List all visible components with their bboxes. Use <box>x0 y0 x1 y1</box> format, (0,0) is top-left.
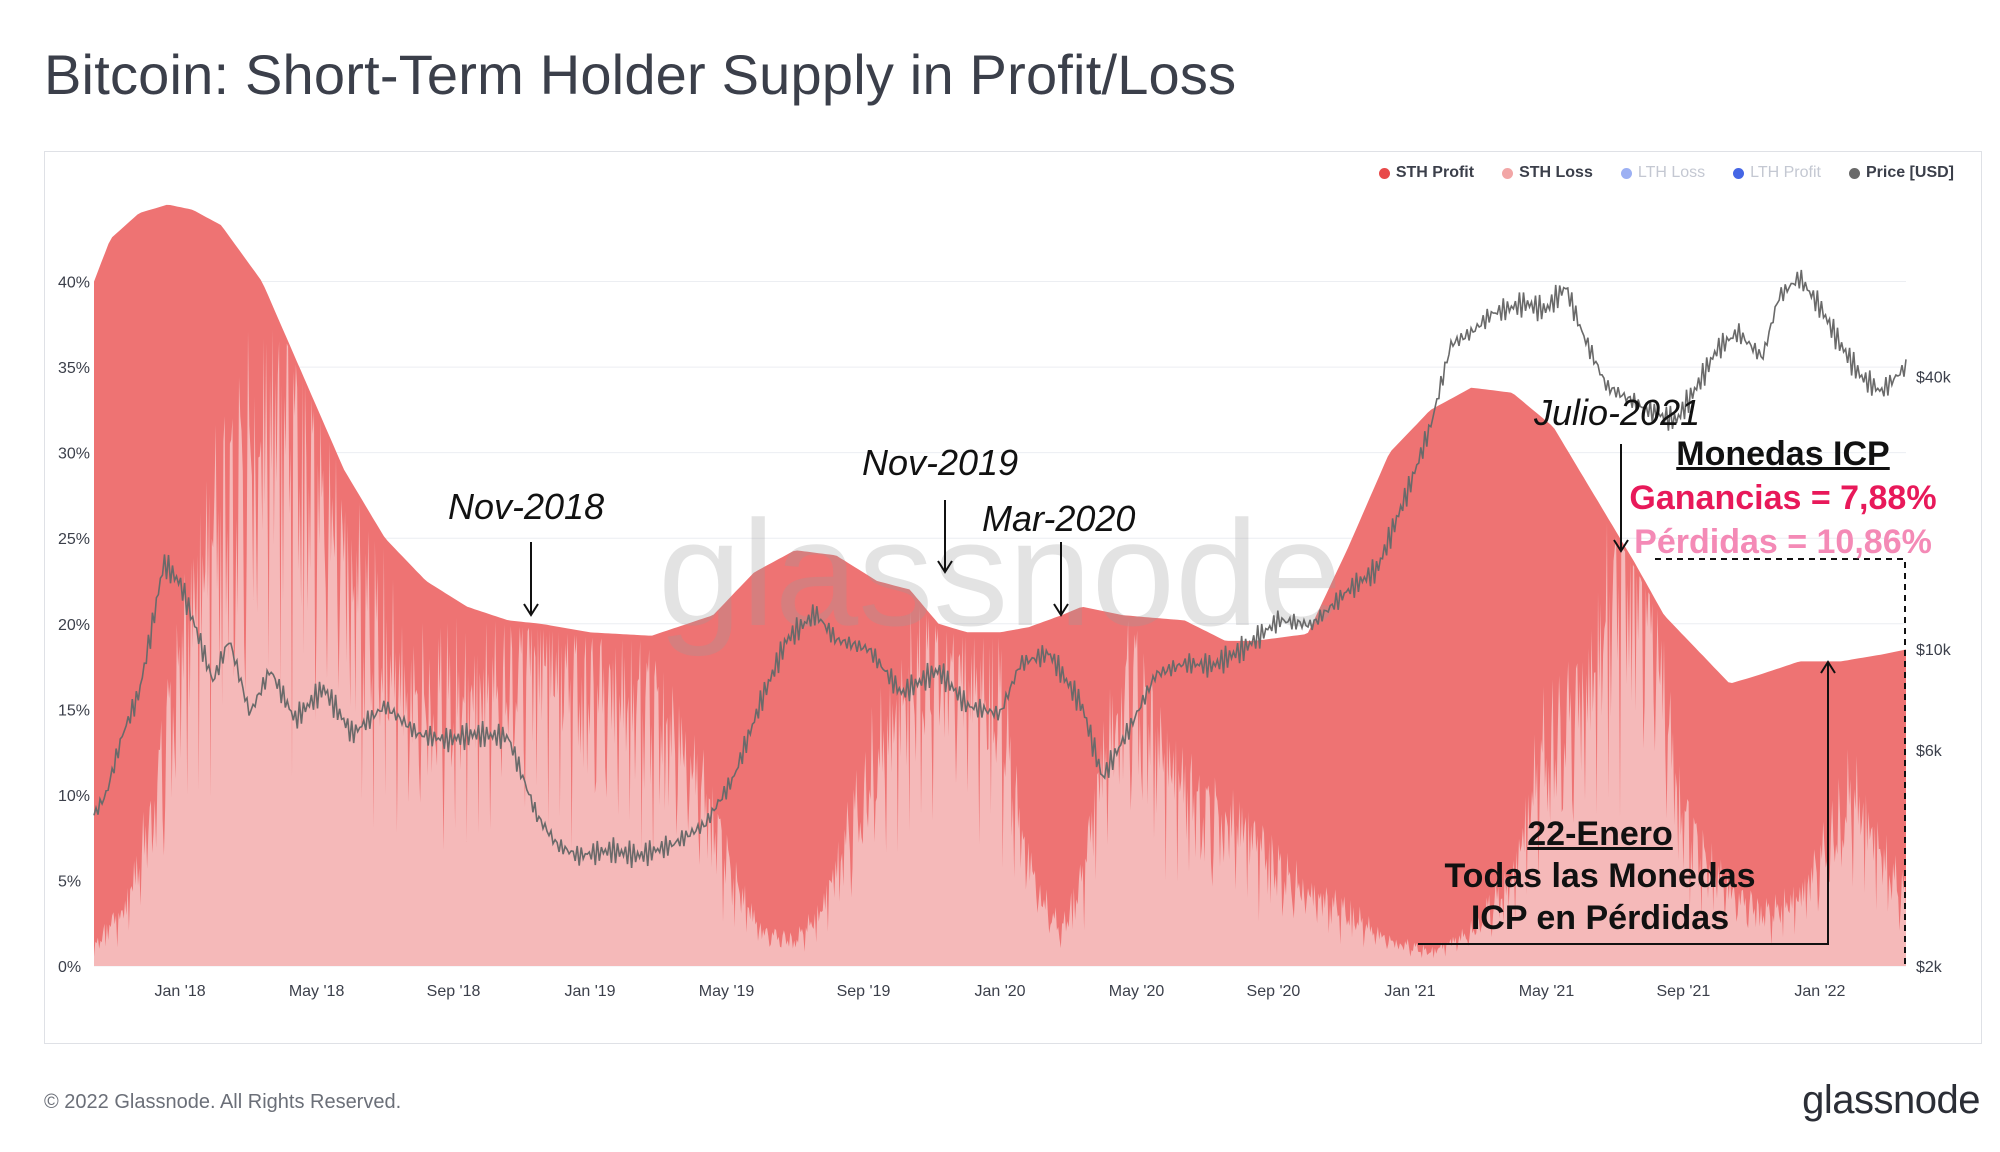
icp-summary-title: Monedas ICP <box>1676 435 1890 473</box>
y-tick-label: 30% <box>58 446 90 463</box>
legend-label: STH Profit <box>1395 164 1475 181</box>
x-tick-label: Jan '21 <box>1384 983 1435 1000</box>
jan22-annotation: 22-Enero Todas las Monedas ICP en Pérdid… <box>1420 813 1780 939</box>
icp-summary-box: Monedas ICP Ganancias = 7,88% Pérdidas =… <box>1618 432 1948 564</box>
watermark-text: glassnode <box>658 489 1342 657</box>
annotation-mar-2020: Mar-2020 <box>982 498 1136 539</box>
jan22-bracket <box>1418 662 1829 945</box>
legend-label: Price [USD] <box>1865 164 1954 181</box>
arrow-head <box>937 560 953 574</box>
arrow-head <box>1053 603 1069 617</box>
legend-item-lth-profit[interactable]: LTH Profit <box>1733 164 1821 182</box>
annotation-jul-2021: Julio-2021 <box>1534 392 1701 433</box>
glassnode-logo: glassnode <box>1802 1078 1980 1122</box>
arrow-head <box>1613 539 1629 553</box>
price-dot-icon <box>1848 167 1860 179</box>
y-tick-label: 25% <box>58 531 90 548</box>
legend-item-sth-loss[interactable]: STH Loss <box>1502 164 1593 182</box>
x-tick-label: May '21 <box>1519 983 1575 1000</box>
legend-label: LTH Profit <box>1750 164 1821 181</box>
y-tick-label: 5% <box>58 873 81 890</box>
y-right-tick-label: $6k <box>1916 743 1943 760</box>
price-line <box>93 269 1907 868</box>
jan22-line2: Todas las Monedas <box>1444 857 1756 895</box>
annotation-nov-2018: Nov-2018 <box>448 486 605 527</box>
x-tick-label: Sep '18 <box>427 983 481 1000</box>
icp-summary-loss: Pérdidas = 10,86% <box>1634 523 1932 561</box>
copyright: © 2022 Glassnode. All Rights Reserved. <box>44 1091 402 1113</box>
legend-label: STH Loss <box>1519 164 1593 181</box>
sth-loss-area <box>94 329 1906 966</box>
x-tick-label: Sep '21 <box>1657 983 1711 1000</box>
y-tick-label: 35% <box>58 360 90 377</box>
jan22-line3: ICP en Pérdidas <box>1470 899 1730 937</box>
y-tick-label: 15% <box>58 702 90 719</box>
y-right-tick-label: $2k <box>1916 959 1943 976</box>
jan22-date: 22-Enero <box>1527 815 1673 853</box>
y-tick-label: 0% <box>58 959 81 976</box>
legend-item-sth-profit[interactable]: STH Profit <box>1378 164 1475 182</box>
legend-label: LTH Loss <box>1637 164 1706 181</box>
y-tick-label: 20% <box>58 617 90 634</box>
x-tick-label: Jan '20 <box>974 983 1025 1000</box>
x-tick-label: Jan '22 <box>1794 983 1845 1000</box>
y-right-tick-label: $40k <box>1916 369 1952 386</box>
page-title: Bitcoin: Short-Term Holder Supply in Pro… <box>44 43 1237 106</box>
legend-item-lth-loss[interactable]: LTH Loss <box>1620 164 1706 182</box>
x-tick-label: Sep '19 <box>837 983 891 1000</box>
y-tick-label: 10% <box>58 788 90 805</box>
x-tick-label: Sep '20 <box>1247 983 1301 1000</box>
x-tick-label: Jan '19 <box>564 983 615 1000</box>
x-tick-label: May '20 <box>1109 983 1165 1000</box>
icp-summary-gain: Ganancias = 7,88% <box>1629 479 1937 517</box>
y-right-tick-label: $10k <box>1916 642 1952 659</box>
x-tick-label: May '18 <box>289 983 345 1000</box>
jan22-arrow-head <box>1820 660 1836 674</box>
sth-loss-dot-icon <box>1502 167 1514 179</box>
x-tick-label: May '19 <box>699 983 755 1000</box>
lth-profit-dot-icon <box>1733 167 1745 179</box>
y-tick-label: 40% <box>58 275 90 292</box>
chart-legend: STH Profit STH Loss LTH Loss LTH Profit … <box>1378 164 1954 182</box>
sth-profit-dot-icon <box>1378 167 1390 179</box>
lth-loss-dot-icon <box>1620 167 1632 179</box>
icp-dashed-bracket <box>1655 558 1906 966</box>
arrow-head <box>523 603 539 617</box>
annotation-nov-2019: Nov-2019 <box>862 442 1019 483</box>
legend-item-price[interactable]: Price [USD] <box>1848 164 1954 182</box>
x-tick-label: Jan '18 <box>155 983 206 1000</box>
